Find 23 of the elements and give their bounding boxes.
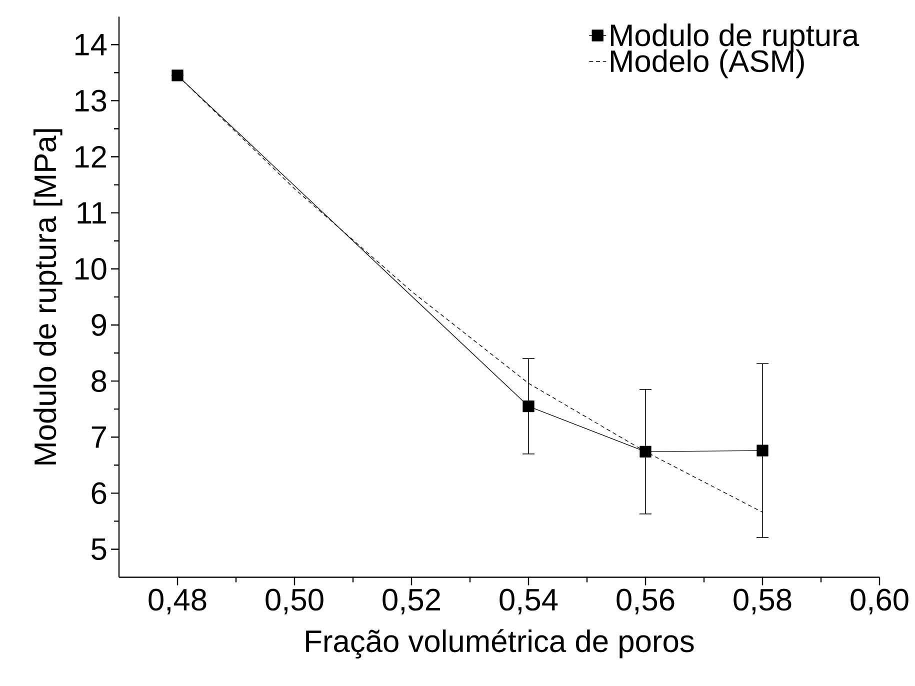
y-tick-label: 7: [92, 426, 106, 448]
x-axis-title: Fração volumétrica de poros: [306, 629, 694, 658]
point: [756, 444, 768, 456]
x-tick-label: 0,48: [148, 588, 206, 614]
point: [522, 400, 534, 412]
y-tick-label: 6: [92, 482, 106, 504]
x-tick-label: 0,50: [266, 588, 324, 614]
x-tick-label: 0,56: [616, 588, 674, 614]
point: [172, 70, 184, 82]
y-tick-label: 10: [75, 258, 106, 280]
y-tick-label: 12: [75, 146, 106, 168]
y-tick-label: 5: [92, 538, 106, 560]
x-tick-label: 0,58: [734, 588, 792, 614]
x-tick-label: 0,54: [500, 588, 558, 614]
y-tick-label: 14: [75, 34, 107, 56]
y-tick-label: 9: [92, 314, 106, 336]
y-tick-label: 11: [78, 202, 106, 224]
y-tick-label: 8: [92, 370, 106, 392]
x-tick-label: 0,52: [382, 588, 440, 614]
y-tick-label: 13: [75, 90, 106, 112]
point: [640, 446, 652, 458]
y-axis-title: Modulo de ruptura [MPa]: [33, 129, 62, 464]
x-tick-label: 0,60: [850, 588, 908, 614]
